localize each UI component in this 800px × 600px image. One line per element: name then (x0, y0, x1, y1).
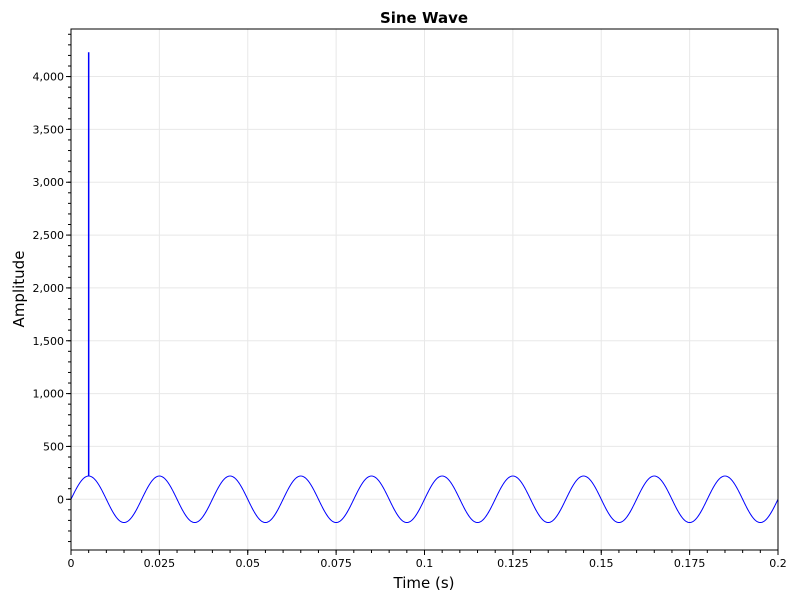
y-tick-label: 0 (57, 493, 64, 506)
x-tick-label: 0.05 (236, 557, 261, 570)
x-axis-label: Time (s) (393, 574, 455, 592)
x-tick-label: 0 (68, 557, 75, 570)
x-tick-label: 0.075 (320, 557, 352, 570)
y-tick-label: 3,000 (33, 176, 65, 189)
y-tick-label: 1,500 (33, 335, 65, 348)
y-tick-label: 3,500 (33, 123, 65, 136)
y-tick-label: 500 (43, 440, 64, 453)
x-tick-label: 0.175 (674, 557, 706, 570)
x-tick-label: 0.15 (589, 557, 614, 570)
x-tick-label: 0.2 (769, 557, 787, 570)
plot-area (70, 52, 779, 524)
y-tick-label: 1,000 (33, 388, 65, 401)
sine-series-line (70, 475, 779, 524)
x-tick-label: 0.1 (416, 557, 434, 570)
grid (70, 29, 779, 550)
y-tick-label: 4,000 (33, 71, 65, 84)
axes: 0 0.025 0.05 0.075 0.1 0.125 0.15 0.175 0.2 0 500 1… (33, 28, 787, 570)
y-axis-label: Amplitude (10, 251, 28, 328)
x-tick-label: 0.125 (497, 557, 529, 570)
y-tick-label: 2,500 (33, 229, 65, 242)
y-tick-label: 2,000 (33, 282, 65, 295)
x-tick-label: 0.025 (144, 557, 176, 570)
chart-title: Sine Wave (380, 9, 468, 27)
